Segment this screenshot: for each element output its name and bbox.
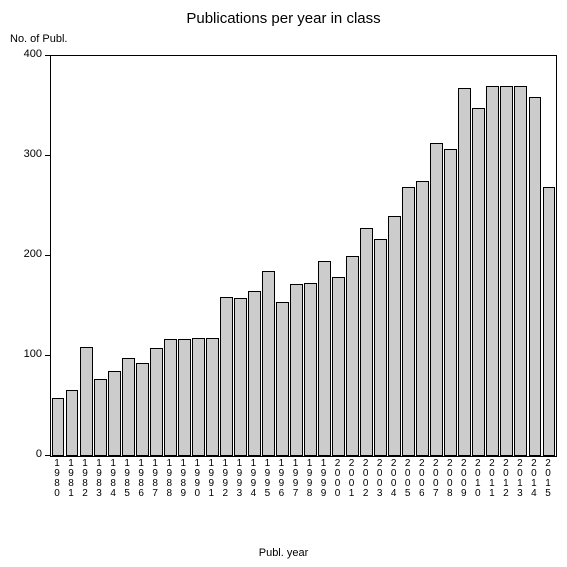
y-tick-mark: [45, 355, 50, 356]
bar: [262, 271, 275, 456]
bar: [472, 108, 485, 456]
x-tick-label: 1989: [176, 459, 190, 499]
x-tick-label: 2008: [443, 459, 457, 499]
x-tick-label: 2004: [387, 459, 401, 499]
y-tick-mark: [45, 155, 50, 156]
x-tick-label: 1995: [260, 459, 274, 499]
bar: [374, 239, 387, 456]
chart-title: Publications per year in class: [0, 10, 567, 27]
x-tick-label: 2013: [513, 459, 527, 499]
x-tick-label: 2006: [415, 459, 429, 499]
x-tick-label: 2015: [541, 459, 555, 499]
bar: [486, 86, 499, 456]
x-axis-title: Publ. year: [0, 547, 567, 559]
bar: [206, 338, 219, 456]
x-tick-label: 1993: [232, 459, 246, 499]
x-tick-label: 2011: [485, 459, 499, 499]
bar: [388, 216, 401, 456]
x-tick-label: 1983: [92, 459, 106, 499]
x-tick-label: 2010: [471, 459, 485, 499]
x-tick-label: 2012: [499, 459, 513, 499]
x-tick-label: 1980: [50, 459, 64, 499]
x-tick-label: 2003: [373, 459, 387, 499]
x-tick-label: 1987: [148, 459, 162, 499]
x-tick-label: 1981: [64, 459, 78, 499]
x-tick-label: 1986: [134, 459, 148, 499]
bar: [108, 371, 121, 456]
y-tick-label: 300: [12, 148, 42, 160]
bar: [80, 347, 93, 456]
bar: [500, 86, 513, 456]
bar: [514, 86, 527, 456]
bar: [346, 256, 359, 456]
x-tick-label: 2005: [401, 459, 415, 499]
x-tick-label: 1984: [106, 459, 120, 499]
x-tick-label: 1982: [78, 459, 92, 499]
publications-bar-chart: Publications per year in class No. of Pu…: [0, 0, 567, 567]
x-tick-label: 2002: [359, 459, 373, 499]
bar: [276, 302, 289, 456]
x-tick-label: 2000: [331, 459, 345, 499]
y-tick-label: 100: [12, 348, 42, 360]
x-tick-label: 1992: [218, 459, 232, 499]
bar: [402, 187, 415, 456]
x-tick-label: 2014: [527, 459, 541, 499]
bar: [360, 228, 373, 456]
y-tick-mark: [45, 255, 50, 256]
x-tick-label: 1997: [288, 459, 302, 499]
bar: [94, 379, 107, 456]
bar: [234, 298, 247, 456]
x-tick-label: 1996: [274, 459, 288, 499]
y-axis-title: No. of Publ.: [10, 33, 67, 45]
y-tick-mark: [45, 455, 50, 456]
x-tick-label: 2009: [457, 459, 471, 499]
bar: [248, 291, 261, 456]
x-tick-label: 1994: [246, 459, 260, 499]
bar: [543, 187, 556, 456]
bar: [122, 358, 135, 456]
bar: [430, 143, 443, 456]
y-tick-label: 200: [12, 248, 42, 260]
bar: [52, 398, 65, 456]
bar: [416, 181, 429, 456]
bar: [192, 338, 205, 456]
bar: [458, 88, 471, 456]
x-tick-label: 1999: [317, 459, 331, 499]
x-tick-label: 2001: [345, 459, 359, 499]
bar: [290, 284, 303, 456]
bar: [150, 348, 163, 456]
x-tick-label: 2007: [429, 459, 443, 499]
y-tick-label: 400: [12, 48, 42, 60]
x-tick-label: 1988: [162, 459, 176, 499]
bar: [332, 277, 345, 456]
x-tick-label: 1990: [190, 459, 204, 499]
bar: [318, 261, 331, 456]
bar: [66, 390, 79, 456]
y-tick-mark: [45, 55, 50, 56]
bar: [444, 149, 457, 456]
y-tick-label: 0: [12, 448, 42, 460]
bar: [164, 339, 177, 456]
x-tick-label: 1985: [120, 459, 134, 499]
x-tick-label: 1998: [303, 459, 317, 499]
bar: [220, 297, 233, 456]
bar: [304, 283, 317, 456]
bar: [136, 363, 149, 456]
bar: [529, 97, 542, 456]
x-tick-label: 1991: [204, 459, 218, 499]
plot-area: [50, 55, 557, 457]
bar: [178, 339, 191, 456]
